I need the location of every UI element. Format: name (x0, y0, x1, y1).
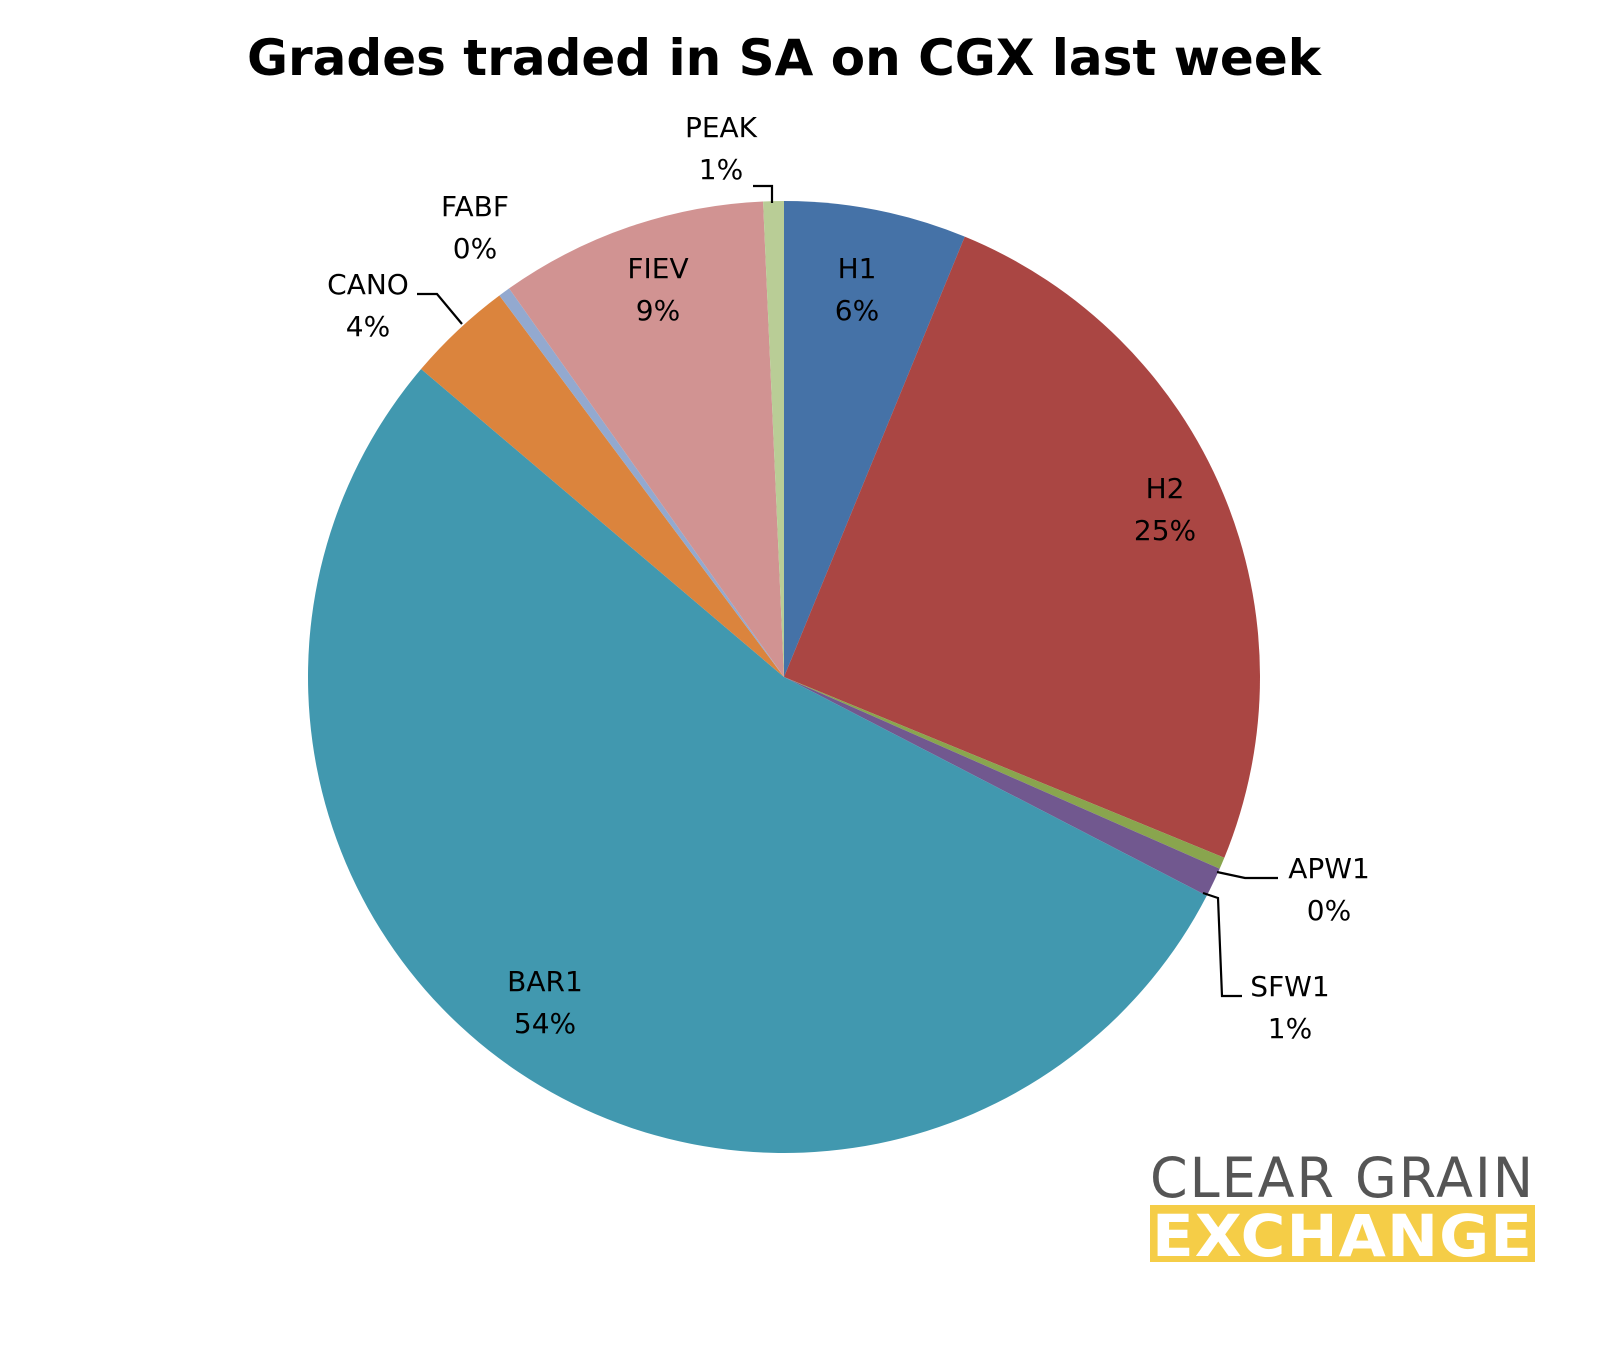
slice-sfw1 (784, 677, 1220, 896)
slice-label-pct-h2: 25% (1134, 514, 1196, 547)
chart-title: Grades traded in SA on CGX last week (247, 29, 1323, 87)
pie-slices (308, 201, 1261, 1153)
clear-grain-exchange-logo: CLEAR GRAIN EXCHANGE (1150, 1146, 1535, 1270)
leader-line-cano (417, 292, 463, 325)
leader-line-sfw1 (1202, 891, 1242, 998)
slice-h2 (784, 236, 1261, 858)
slice-label-pct-sfw1: 1% (1268, 1012, 1312, 1045)
slice-label-pct-fabf: 0% (453, 232, 497, 265)
slice-label-pct-cano: 4% (346, 310, 390, 343)
logo-band (1150, 1205, 1535, 1262)
slice-label-name-apw1: APW1 (1288, 852, 1370, 885)
slice-label-name-cano: CANO (327, 268, 409, 301)
slice-label-pct-apw1: 0% (1307, 894, 1351, 927)
slice-label-name-peak: PEAK (685, 111, 758, 144)
logo-text-line1: CLEAR GRAIN (1150, 1146, 1535, 1210)
slice-fiev (509, 201, 784, 677)
slice-labels: H1 6% H2 25% APW1 0% SFW1 1% BAR1 54% CANO 4% FABF 0%… (327, 111, 1370, 1045)
slice-label-pct-peak: 1% (699, 153, 743, 186)
slice-label-name-h1: H1 (838, 252, 877, 285)
slice-peak (763, 201, 784, 677)
leader-line-apw1 (1216, 870, 1278, 880)
slice-apw1 (784, 677, 1225, 869)
leader-lines (417, 184, 1278, 998)
slice-label-name-bar1: BAR1 (507, 965, 583, 998)
slice-fabf (499, 288, 784, 677)
slice-label-pct-fiev: 9% (636, 294, 680, 327)
slice-label-pct-bar1: 54% (514, 1007, 576, 1040)
slice-label-name-sfw1: SFW1 (1250, 970, 1329, 1003)
slice-label-pct-h1: 6% (835, 294, 879, 327)
leader-line-peak (753, 184, 774, 203)
slice-label-name-fiev: FIEV (627, 252, 688, 285)
slice-h1 (784, 201, 965, 677)
slice-label-name-fabf: FABF (441, 190, 509, 223)
logo-text-line2: EXCHANGE (1152, 1202, 1533, 1270)
slice-cano (421, 295, 784, 677)
slice-label-name-h2: H2 (1146, 472, 1185, 505)
slice-bar1 (308, 369, 1207, 1153)
